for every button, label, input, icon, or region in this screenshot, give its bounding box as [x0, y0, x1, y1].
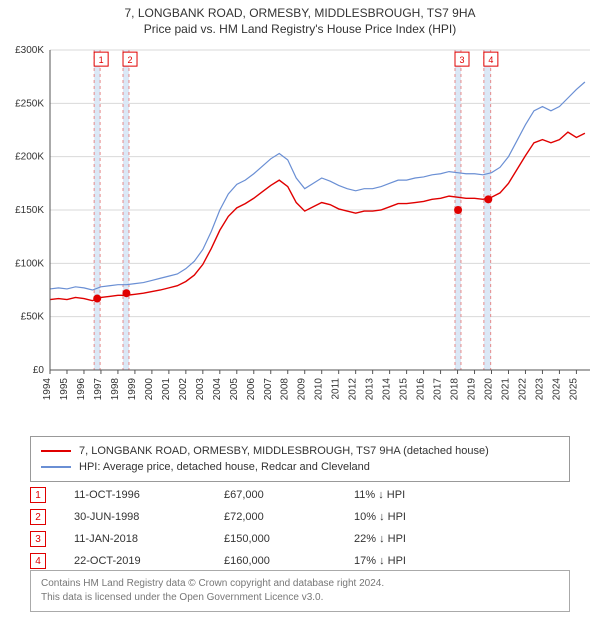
- svg-text:2010: 2010: [314, 378, 325, 401]
- transaction-row: 1 11-OCT-1996£67,00011% ↓ HPI: [30, 484, 570, 506]
- svg-text:2003: 2003: [195, 378, 206, 401]
- svg-text:1994: 1994: [42, 378, 53, 401]
- svg-text:£300K: £300K: [15, 45, 44, 56]
- chart-container: £0 £50K £100K £150K £200K £250K £300K 1994 1995 1…: [0, 42, 600, 432]
- transactions-table: 1 11-OCT-1996£67,00011% ↓ HPI 2 30-JUN-1998…: [30, 484, 570, 572]
- svg-text:2011: 2011: [331, 378, 342, 400]
- svg-text:2012: 2012: [348, 378, 359, 401]
- transaction-date: 30-JUN-1998: [74, 511, 224, 523]
- svg-text:3: 3: [459, 55, 464, 65]
- svg-text:2: 2: [128, 55, 133, 65]
- price-chart: £0 £50K £100K £150K £200K £250K £300K 1994 1995 1…: [0, 42, 600, 432]
- svg-text:1995: 1995: [59, 378, 70, 401]
- transaction-price: £67,000: [224, 489, 354, 501]
- svg-text:2020: 2020: [484, 378, 495, 401]
- svg-text:2006: 2006: [246, 378, 257, 401]
- svg-text:2017: 2017: [433, 378, 444, 401]
- transaction-row: 4 22-OCT-2019£160,00017% ↓ HPI: [30, 550, 570, 572]
- transaction-row: 3 11-JAN-2018£150,00022% ↓ HPI: [30, 528, 570, 550]
- transaction-diff: 10% ↓ HPI: [354, 511, 474, 523]
- svg-text:2023: 2023: [534, 378, 545, 401]
- page-title: 7, LONGBANK ROAD, ORMESBY, MIDDLESBROUGH…: [0, 0, 600, 20]
- svg-text:£0: £0: [33, 365, 45, 376]
- svg-text:2014: 2014: [382, 378, 393, 401]
- transaction-marker: 3: [30, 531, 46, 547]
- transaction-price: £150,000: [224, 533, 354, 545]
- svg-text:2025: 2025: [568, 378, 579, 401]
- svg-text:2022: 2022: [517, 378, 528, 401]
- footer-line-2: This data is licensed under the Open Gov…: [41, 591, 559, 605]
- svg-text:1996: 1996: [76, 378, 87, 401]
- svg-text:2021: 2021: [500, 378, 511, 401]
- transaction-price: £160,000: [224, 555, 354, 567]
- transaction-date: 11-JAN-2018: [74, 533, 224, 545]
- svg-text:£150K: £150K: [15, 205, 44, 216]
- svg-text:2008: 2008: [280, 378, 291, 401]
- svg-text:2024: 2024: [551, 378, 562, 401]
- legend-swatch: [41, 450, 71, 452]
- legend-item: 7, LONGBANK ROAD, ORMESBY, MIDDLESBROUGH…: [41, 443, 559, 459]
- svg-text:2000: 2000: [144, 378, 155, 401]
- svg-text:£100K: £100K: [15, 258, 44, 269]
- transaction-diff: 11% ↓ HPI: [354, 489, 474, 501]
- svg-text:£200K: £200K: [15, 152, 44, 163]
- svg-text:2007: 2007: [263, 378, 274, 401]
- transaction-marker: 4: [30, 553, 46, 569]
- svg-text:2016: 2016: [416, 378, 427, 401]
- page-subtitle: Price paid vs. HM Land Registry's House …: [0, 20, 600, 36]
- svg-text:£50K: £50K: [21, 312, 45, 323]
- svg-text:2004: 2004: [212, 378, 223, 401]
- svg-text:2005: 2005: [229, 378, 240, 401]
- legend-label: HPI: Average price, detached house, Redc…: [79, 459, 370, 475]
- footer: Contains HM Land Registry data © Crown c…: [30, 570, 570, 612]
- svg-text:2019: 2019: [467, 378, 478, 401]
- transaction-diff: 22% ↓ HPI: [354, 533, 474, 545]
- transaction-price: £72,000: [224, 511, 354, 523]
- transaction-marker: 1: [30, 487, 46, 503]
- svg-text:£250K: £250K: [15, 98, 44, 109]
- svg-text:1998: 1998: [110, 378, 121, 401]
- transaction-marker: 2: [30, 509, 46, 525]
- transaction-date: 22-OCT-2019: [74, 555, 224, 567]
- legend-swatch: [41, 466, 71, 468]
- legend: 7, LONGBANK ROAD, ORMESBY, MIDDLESBROUGH…: [30, 436, 570, 482]
- svg-text:2001: 2001: [161, 378, 172, 401]
- legend-label: 7, LONGBANK ROAD, ORMESBY, MIDDLESBROUGH…: [79, 443, 489, 459]
- svg-text:2013: 2013: [365, 378, 376, 401]
- svg-text:4: 4: [488, 55, 493, 65]
- footer-line-1: Contains HM Land Registry data © Crown c…: [41, 577, 559, 591]
- svg-text:2015: 2015: [399, 378, 410, 401]
- transaction-diff: 17% ↓ HPI: [354, 555, 474, 567]
- svg-text:1: 1: [99, 55, 104, 65]
- transaction-date: 11-OCT-1996: [74, 489, 224, 501]
- legend-item: HPI: Average price, detached house, Redc…: [41, 459, 559, 475]
- svg-text:2009: 2009: [297, 378, 308, 401]
- transaction-row: 2 30-JUN-1998£72,00010% ↓ HPI: [30, 506, 570, 528]
- svg-text:1997: 1997: [93, 378, 104, 401]
- svg-text:1999: 1999: [127, 378, 138, 401]
- svg-text:2002: 2002: [178, 378, 189, 401]
- svg-text:2018: 2018: [450, 378, 461, 401]
